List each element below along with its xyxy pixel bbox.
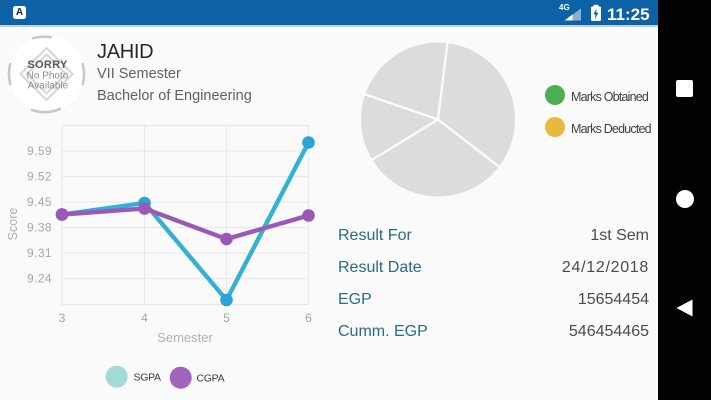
svg-text:9.24: 9.24 — [27, 272, 52, 286]
svg-text:9.38: 9.38 — [27, 221, 52, 235]
svg-text:9.31: 9.31 — [27, 246, 52, 260]
svg-text:CGPA: CGPA — [197, 373, 225, 385]
svg-text:No Photo: No Photo — [27, 71, 69, 82]
svg-text:9.45: 9.45 — [27, 195, 52, 209]
svg-text:6: 6 — [305, 311, 312, 325]
svg-text:SGPA: SGPA — [134, 372, 161, 384]
svg-text:9.52: 9.52 — [27, 170, 52, 184]
svg-text:4: 4 — [141, 311, 148, 325]
svg-text:Score: Score — [6, 208, 20, 241]
svg-text:3: 3 — [59, 311, 66, 325]
svg-text:Semester: Semester — [157, 330, 213, 345]
svg-text:5: 5 — [223, 311, 230, 325]
svg-text:9.59: 9.59 — [27, 144, 52, 158]
svg-text:SORRY: SORRY — [27, 59, 68, 71]
svg-text:Available: Available — [28, 81, 69, 92]
